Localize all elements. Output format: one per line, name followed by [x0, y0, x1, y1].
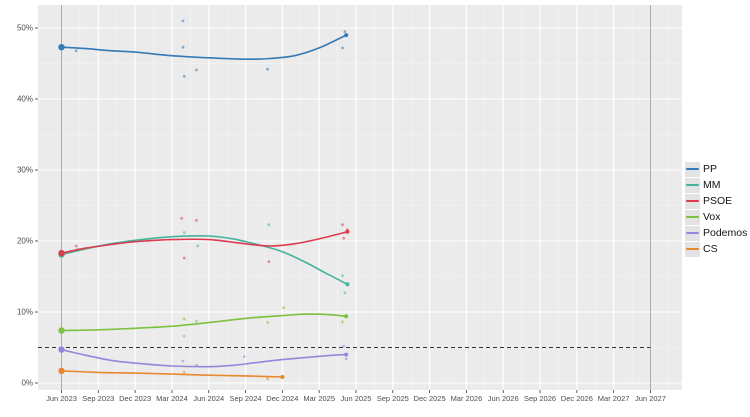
- poll-point-podemos: [344, 357, 348, 361]
- legend-line-icon: [686, 248, 699, 250]
- trend-line-cs: [60, 370, 284, 378]
- election-result-dot-vox: [58, 327, 65, 334]
- poll-point-vox: [282, 306, 285, 310]
- poll-point-podemos: [242, 355, 246, 359]
- trend-end-dot-pp: [344, 33, 349, 38]
- poll-point-pp: [74, 49, 78, 53]
- legend-item-psoe: PSOE: [685, 193, 747, 209]
- legend-line-icon: [686, 216, 699, 218]
- trend-end-dot-cs: [280, 375, 285, 379]
- poll-point-psoe: [341, 223, 344, 227]
- legend-line-icon: [686, 168, 699, 170]
- poll-point-vox: [341, 320, 344, 324]
- poll-point-pp: [181, 19, 185, 23]
- legend-key-cs: [685, 241, 700, 257]
- poll-point-pp: [341, 46, 344, 50]
- poll-point-vox: [195, 319, 198, 323]
- legend-key-vox: [685, 209, 700, 225]
- trend-end-dot-vox: [344, 314, 349, 319]
- poll-point-psoe: [74, 244, 78, 248]
- legend-key-mm: [685, 177, 700, 193]
- x-tick-label: Mar 2026: [451, 394, 483, 403]
- legend-label-cs: CS: [703, 242, 718, 255]
- legend-item-vox: Vox: [685, 209, 747, 225]
- poll-point-psoe: [182, 256, 186, 260]
- y-tick-label: 20%: [17, 237, 33, 246]
- election-result-dot-pp: [58, 44, 65, 51]
- legend-line-icon: [686, 184, 699, 186]
- poll-point-pp: [266, 67, 269, 71]
- trend-line-vox: [60, 313, 347, 332]
- poll-point-cs: [266, 377, 269, 381]
- legend-label-pp: PP: [703, 162, 718, 175]
- election-result-dot-podemos: [58, 346, 65, 353]
- legend-label-mm: MM: [703, 178, 721, 191]
- x-tick-label: Jun 2023: [46, 394, 77, 403]
- poll-point-pp: [195, 68, 198, 72]
- legend-item-podemos: Podemos: [685, 225, 747, 241]
- x-tick-label: Jun 2027: [635, 394, 666, 403]
- poll-point-pp: [182, 74, 186, 78]
- plot-panel: [38, 5, 682, 390]
- poll-point-mm: [341, 274, 344, 278]
- legend-line-icon: [686, 232, 699, 234]
- poll-point-psoe: [267, 260, 271, 263]
- legend-key-pp: [685, 161, 700, 177]
- x-tick-label: Sep 2025: [377, 394, 409, 403]
- legend-item-cs: CS: [685, 241, 747, 257]
- poll-point-mm: [196, 244, 200, 248]
- poll-point-podemos: [181, 359, 185, 363]
- poll-point-vox: [266, 321, 269, 324]
- poll-point-mm: [182, 231, 186, 234]
- poll-point-vox: [182, 334, 186, 338]
- poll-point-pp: [343, 30, 347, 33]
- y-tick-label: 10%: [17, 308, 33, 317]
- poll-point-psoe: [342, 236, 346, 240]
- election-result-dot-psoe: [58, 249, 65, 257]
- x-tick-label: Sep 2023: [82, 394, 114, 403]
- legend-label-psoe: PSOE: [703, 194, 733, 207]
- poll-point-podemos: [342, 344, 346, 348]
- legend-key-psoe: [685, 193, 700, 209]
- y-tick-label: 50%: [17, 24, 33, 33]
- poll-point-pp: [181, 45, 185, 49]
- legend-item-mm: MM: [685, 177, 747, 193]
- poll-point-psoe: [180, 216, 184, 220]
- legend-key-podemos: [685, 225, 700, 241]
- trend-end-dot-podemos: [344, 352, 349, 357]
- poll-point-cs: [182, 371, 186, 374]
- poll-point-mm: [343, 291, 347, 295]
- y-tick-label: 0%: [21, 379, 33, 388]
- y-tick-label: 30%: [17, 166, 33, 175]
- legend-item-pp: PP: [685, 161, 747, 177]
- trend-line-pp: [60, 34, 347, 61]
- trend-end-dot-psoe: [345, 229, 350, 234]
- legend-label-podemos: Podemos: [703, 226, 748, 239]
- legend-line-icon: [686, 200, 699, 202]
- poll-point-mm: [267, 223, 271, 227]
- poll-point-psoe: [195, 219, 198, 222]
- trend-line-podemos: [60, 348, 347, 368]
- x-tick-label: Mar 2027: [598, 394, 630, 403]
- x-tick-label: Jun 2025: [341, 394, 372, 403]
- chart-legend: PP MM PSOE Vox Podemos CS: [685, 161, 747, 257]
- election-result-dot-cs: [58, 367, 65, 375]
- x-tick-label: Jun 2024: [193, 394, 224, 403]
- x-tick-label: Dec 2024: [266, 394, 298, 403]
- x-tick-label: Mar 2024: [156, 394, 188, 403]
- x-tick-label: Sep 2024: [229, 394, 261, 403]
- y-tick-label: 40%: [17, 95, 33, 104]
- x-tick-label: Jun 2026: [488, 394, 519, 403]
- x-tick-label: Sep 2026: [524, 394, 556, 403]
- x-tick-label: Dec 2023: [119, 394, 151, 403]
- x-tick-label: Dec 2026: [561, 394, 593, 403]
- x-tick-label: Mar 2025: [303, 394, 335, 403]
- trend-end-dot-mm: [345, 282, 350, 287]
- poll-point-vox: [182, 317, 186, 321]
- trend-line-psoe: [60, 231, 349, 254]
- x-tick-label: Dec 2025: [414, 394, 446, 403]
- legend-label-vox: Vox: [703, 210, 721, 223]
